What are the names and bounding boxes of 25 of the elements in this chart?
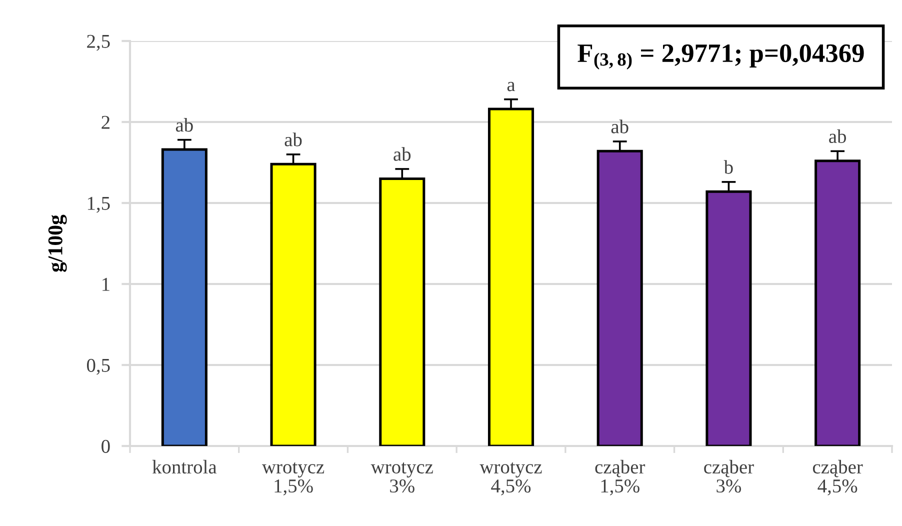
y-tick-label: 0,5 [86,358,110,375]
x-tick-label: cząber 3% [704,460,754,493]
bar [270,162,316,446]
y-tick-label: 1,5 [88,196,110,213]
x-tick-label: wrotycz 3% [370,462,433,493]
y-axis-title: g/100g [48,214,67,272]
bar [488,108,534,446]
annotation: b [724,160,733,174]
annotation: ab [284,132,302,146]
annotation: ab [611,120,628,134]
x-tick-label: wrotycz 1,5% [262,462,324,496]
annotation: ab [394,147,411,161]
annotation: a [507,82,516,92]
annotation: ab [829,129,846,144]
y-tick-label: 2 [102,116,110,129]
y-tick-label: 2,5 [87,34,110,51]
y-tick-label: 1 [102,278,110,291]
bar [161,148,208,446]
x-tick-label: kontrola [152,460,217,474]
annotation: F$_{(3,8)}$ = 2,9771; p=0,04369 [578,44,864,70]
y-tick-label: 0 [102,440,110,453]
x-tick-label: cząber 1,5% [595,460,646,496]
x-tick-label: wrotycz 4,5% [480,462,542,496]
x-tick-label: cząber 4,5% [812,460,863,496]
annotation: ab [176,118,193,132]
